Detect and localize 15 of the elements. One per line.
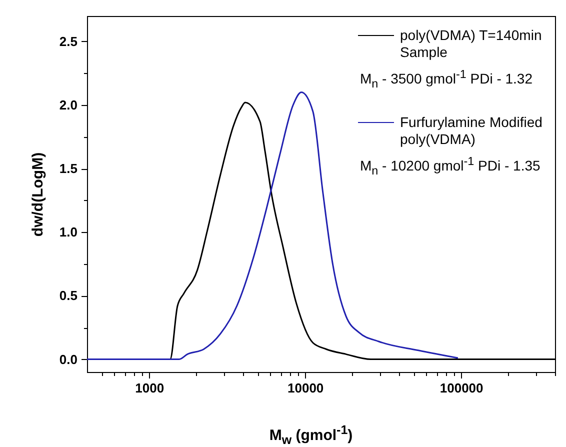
legend-label: poly(VDMA) T=140min Sample bbox=[400, 27, 543, 61]
x-tick-label: 10000 bbox=[288, 380, 324, 396]
legend-label: Furfurylamine Modified poly(VDMA) bbox=[400, 114, 544, 148]
y-tick-label: 0.0 bbox=[59, 352, 78, 367]
x-tick-label: 1000 bbox=[135, 380, 164, 396]
y-tick-label: 2.5 bbox=[59, 34, 78, 49]
x-tick-label: 100000 bbox=[440, 380, 484, 396]
y-tick-label: 1.5 bbox=[59, 161, 78, 176]
annotation: M$_{n}$ - 10200 gmol$^{-1}$ PDi - 1.35 bbox=[360, 154, 542, 180]
y-tick-label: 0.5 bbox=[59, 288, 78, 304]
y-axis-title: dw/d(LogM) bbox=[29, 152, 46, 237]
x-axis-title: M$_{w}$ (gmol$^{-1}$) bbox=[268, 422, 354, 447]
y-tick-label: 1.0 bbox=[59, 224, 78, 240]
y-tick-label: 2.0 bbox=[59, 98, 78, 112]
annotation: M$_{n}$ - 3500 gmol$^{-1}$ PDi - 1.32 bbox=[360, 67, 534, 92]
